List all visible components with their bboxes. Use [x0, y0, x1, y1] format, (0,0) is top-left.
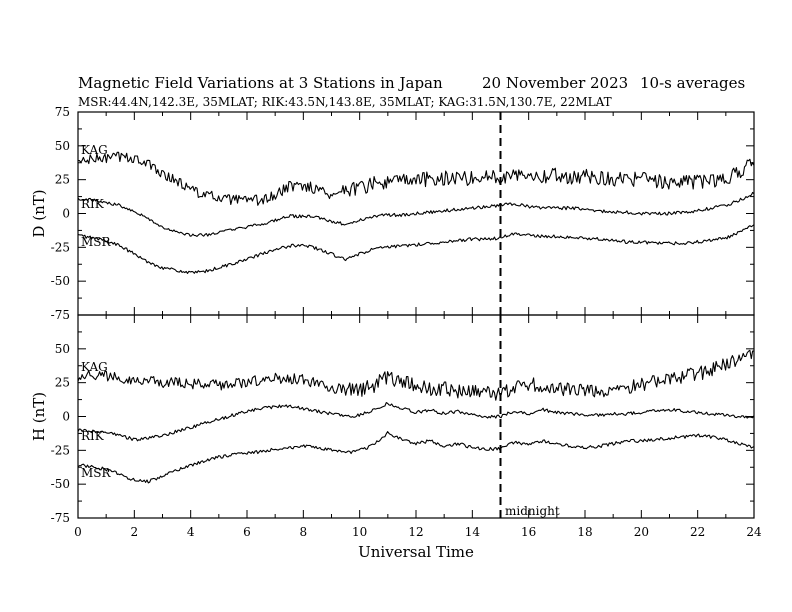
- y-tick-label-d: 25: [55, 173, 70, 187]
- x-tick-label: 20: [634, 525, 649, 539]
- y-tick-label-d: -25: [51, 240, 70, 254]
- series-trace-kag-h: [77, 349, 754, 401]
- chart-averaging: 10-s averages: [640, 74, 745, 92]
- chart-date: 20 November 2023: [482, 74, 628, 92]
- y-tick-label-d: 75: [55, 105, 70, 119]
- x-tick-label: 0: [74, 525, 82, 539]
- x-tick-label: 18: [577, 525, 592, 539]
- x-tick-label: 24: [746, 525, 762, 539]
- panel-d: 75 50 25 0 -25 -50 -75 D (nT) KAG RIK MSR: [30, 105, 755, 322]
- y-tick-label-h: -25: [51, 443, 70, 457]
- x-tick-label: 14: [465, 525, 481, 539]
- x-tick-label: 12: [408, 525, 423, 539]
- x-tick-label: 8: [300, 525, 308, 539]
- x-tick-label: 22: [690, 525, 705, 539]
- series-trace-msr-h: [77, 431, 755, 484]
- y-tick-label-d: 50: [55, 139, 70, 153]
- station-coordinates: MSR:44.4N,142.3E, 35MLAT; RIK:43.5N,143.…: [78, 95, 612, 109]
- x-tick-label: 6: [243, 525, 251, 539]
- y-tick-label-h: -50: [51, 477, 70, 491]
- y-axis-label-h: H (nT): [30, 392, 48, 441]
- series-label-kag-h: KAG: [81, 360, 108, 374]
- y-tick-label-d: 0: [62, 207, 70, 221]
- x-axis-label: Universal Time: [358, 543, 474, 561]
- midnight-label: midnight: [505, 504, 560, 518]
- x-tick-label: 10: [352, 525, 367, 539]
- series-trace-rik-d: [77, 191, 755, 237]
- chart-title: Magnetic Field Variations at 3 Stations …: [78, 74, 443, 92]
- series-label-rik-h: RIK: [81, 429, 105, 443]
- series-trace-kag-d: [77, 151, 755, 206]
- y-tick-label-h: -75: [51, 511, 70, 525]
- y-tick-label-h: 50: [55, 342, 70, 356]
- series-trace-rik-h: [77, 402, 755, 442]
- y-tick-label-h: 25: [55, 376, 70, 390]
- series-label-kag-d: KAG: [81, 143, 108, 157]
- series-label-rik-d: RIK: [81, 197, 105, 211]
- y-tick-label-h: 0: [62, 410, 70, 424]
- series-label-msr-h: MSR: [81, 466, 112, 480]
- y-axis-label-d: D (nT): [30, 189, 48, 237]
- series-trace-msr-d: [77, 224, 755, 274]
- series-label-msr-d: MSR: [81, 235, 112, 249]
- x-tick-label: 16: [521, 525, 536, 539]
- x-tick-label: 4: [187, 525, 195, 539]
- y-tick-label-d: -75: [51, 308, 70, 322]
- y-tick-label-d: -50: [51, 274, 70, 288]
- x-tick-label: 2: [131, 525, 139, 539]
